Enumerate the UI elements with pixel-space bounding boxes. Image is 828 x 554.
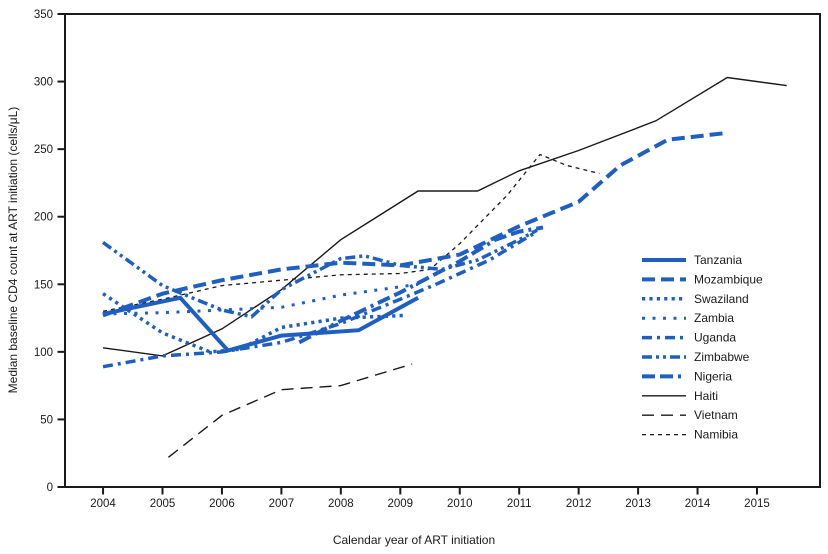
series-line-zambia <box>102 282 419 316</box>
x-tick-label: 2006 <box>209 498 235 510</box>
legend-label-vietnam: Vietnam <box>694 408 738 422</box>
y-tick-label: 350 <box>34 9 53 21</box>
legend-label-namibia: Namibia <box>694 428 738 442</box>
series-line-swaziland <box>102 292 407 354</box>
series-line-tanzania <box>102 295 420 353</box>
y-tick-label: 150 <box>34 279 53 291</box>
legend-label-uganda: Uganda <box>694 331 736 345</box>
series-line-nigeria <box>298 225 544 345</box>
series-line-haiti <box>102 76 787 357</box>
x-tick-label: 2013 <box>625 498 651 510</box>
x-tick-label: 2005 <box>150 498 176 510</box>
x-tick-label: 2004 <box>90 498 116 510</box>
x-tick-label: 2015 <box>744 498 770 510</box>
legend-label-haiti: Haiti <box>694 389 718 403</box>
series-line-namibia <box>102 153 600 312</box>
x-tick-label: 2008 <box>328 498 354 510</box>
x-tick-label: 2007 <box>269 498 295 510</box>
y-tick-label: 300 <box>34 77 53 89</box>
series-line-uganda <box>102 230 538 369</box>
x-tick-label: 2009 <box>387 498 413 510</box>
plot-frame <box>64 13 821 488</box>
series-line-vietnam <box>167 363 413 458</box>
x-tick-label: 2012 <box>566 498 592 510</box>
y-tick-label: 100 <box>34 347 53 359</box>
y-tick-label: 0 <box>47 482 53 494</box>
x-axis-label: Calendar year of ART initiation <box>332 533 496 547</box>
x-tick-label: 2014 <box>685 498 711 510</box>
legend-label-nigeria: Nigeria <box>694 369 732 383</box>
legend-label-zambia: Zambia <box>694 311 734 325</box>
series-line-mozambique <box>102 130 728 318</box>
legend-label-zimbabwe: Zimbabwe <box>694 350 750 364</box>
y-tick-label: 50 <box>40 414 53 426</box>
y-tick-label: 200 <box>34 212 53 224</box>
legend-label-mozambique: Mozambique <box>694 272 763 286</box>
legend-label-tanzania: Tanzania <box>694 253 742 267</box>
legend-label-swaziland: Swaziland <box>694 292 749 306</box>
x-tick-label: 2011 <box>507 498 532 510</box>
x-tick-label: 2010 <box>447 498 473 510</box>
series-line-zimbabwe <box>101 228 538 319</box>
y-tick-label: 250 <box>34 144 53 156</box>
